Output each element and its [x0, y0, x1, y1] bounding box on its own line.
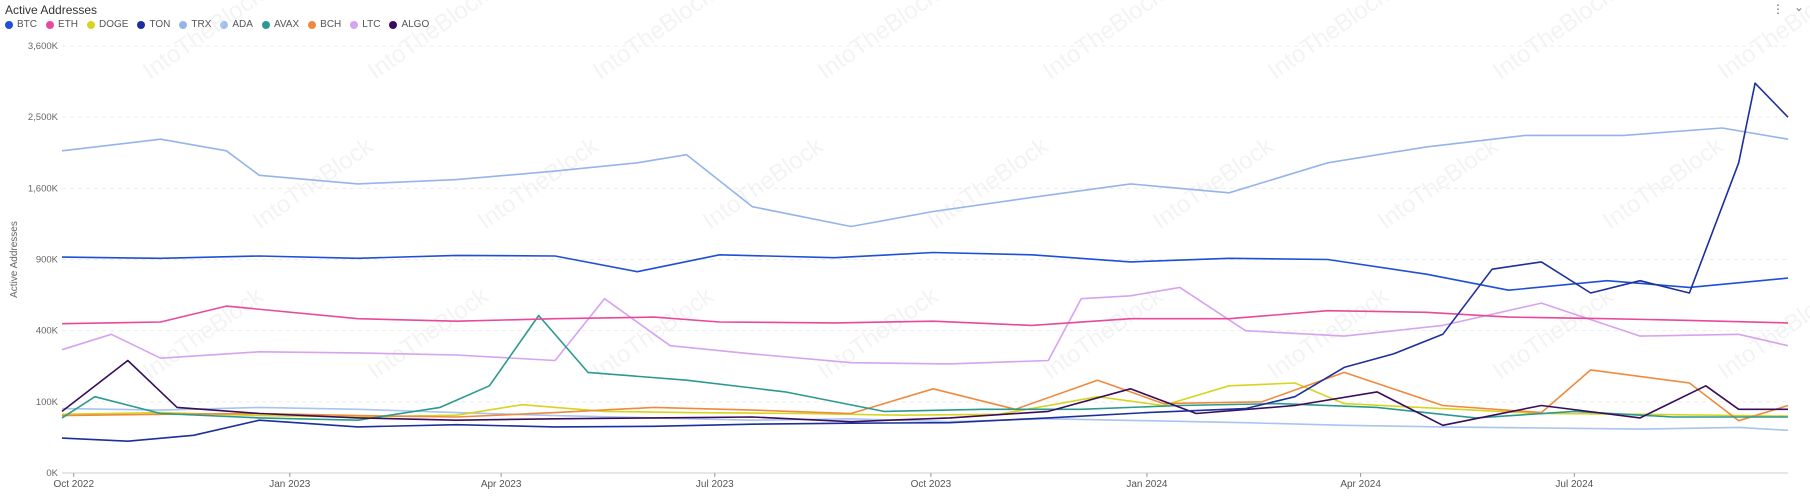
series-line-eth[interactable]	[61, 305, 1789, 327]
legend-swatch-icon	[350, 20, 359, 29]
legend-label: LTC	[362, 19, 381, 30]
watermark-text: IntoTheBlock	[1263, 0, 1394, 85]
watermark-text: IntoTheBlock	[813, 0, 944, 85]
legend-item-avax[interactable]: AVAX	[261, 19, 300, 30]
series-line-doge[interactable]	[61, 382, 1789, 418]
y-tick-label: 2,500K	[28, 112, 59, 123]
watermark-text: IntoTheBlock	[1598, 132, 1729, 235]
y-tick-label: 0K	[46, 468, 58, 479]
series-line-avax[interactable]	[61, 314, 1788, 421]
legend-swatch-icon	[389, 20, 398, 29]
series-line-ltc[interactable]	[61, 286, 1789, 365]
legend-item-eth[interactable]: ETH	[46, 19, 78, 30]
series-line-algo[interactable]	[61, 359, 1788, 427]
more-options-icon[interactable]: ⋮	[1772, 2, 1784, 16]
watermark-text: IntoTheBlock	[1488, 282, 1619, 385]
y-tick-label: 900K	[36, 255, 59, 266]
legend-swatch-icon	[87, 20, 95, 29]
legend-swatch-icon	[5, 20, 13, 29]
watermark-text: IntoTheBlock	[1038, 0, 1169, 85]
legend-item-ada[interactable]: ADA	[220, 19, 253, 30]
watermark-text: IntoTheBlock	[363, 282, 494, 385]
watermark-text: IntoTheBlock	[1713, 0, 1810, 85]
watermark-text: IntoTheBlock	[1713, 282, 1810, 385]
legend-label: TRX	[191, 19, 212, 30]
y-tick-label: 3,600K	[28, 41, 59, 52]
x-tick-label: Oct 2023	[911, 479, 952, 490]
legend-label: DOGE	[99, 19, 129, 30]
legend-item-doge[interactable]: DOGE	[87, 19, 128, 30]
legend-swatch-icon	[220, 20, 229, 29]
watermark-text: IntoTheBlock	[1488, 0, 1619, 85]
x-tick-label: Apr 2024	[1340, 479, 1381, 490]
legend-item-btc[interactable]: BTC	[5, 19, 37, 30]
legend-swatch-icon	[46, 20, 54, 29]
watermark-text: IntoTheBlock	[138, 0, 269, 85]
series-line-trx[interactable]	[61, 127, 1789, 228]
x-tick-label: Oct 2022	[53, 479, 94, 490]
legend-label: ETH	[58, 19, 78, 30]
legend-item-bch[interactable]: BCH	[308, 19, 341, 30]
legend-swatch-icon	[308, 20, 317, 29]
chart-title: Active Addresses	[5, 3, 98, 17]
watermark-text: IntoTheBlock	[1373, 132, 1504, 235]
y-tick-label: 400K	[36, 326, 59, 337]
legend-item-algo[interactable]: ALGO	[389, 19, 429, 30]
watermark-text: IntoTheBlock	[923, 132, 1054, 235]
y-axis-label: Active Addresses	[9, 221, 20, 298]
legend-label: TON	[149, 19, 171, 30]
y-tick-label: 100K	[36, 397, 59, 408]
series-line-btc[interactable]	[61, 251, 1789, 291]
watermark-text: IntoTheBlock	[138, 282, 269, 385]
legend-swatch-icon	[179, 20, 188, 29]
series-line-ton[interactable]	[61, 82, 1789, 442]
legend-item-ltc[interactable]: LTC	[350, 19, 380, 30]
watermark-layer: IntoTheBlock IntoTheBlock IntoTheBlock Into…	[138, 0, 1810, 385]
series-line-ada[interactable]	[61, 406, 1789, 432]
watermark-text: IntoTheBlock	[363, 0, 494, 85]
legend-label: ADA	[232, 19, 253, 30]
legend-item-trx[interactable]: TRX	[179, 19, 211, 30]
legend-label: BCH	[320, 19, 342, 30]
legend-swatch-icon	[137, 20, 146, 29]
x-tick-label: Jul 2023	[696, 479, 734, 490]
watermark-text: IntoTheBlock	[813, 282, 944, 385]
legend-swatch-icon	[261, 20, 270, 29]
x-tick-label: Jul 2024	[1555, 479, 1593, 490]
legend-label: BTC	[17, 19, 37, 30]
legend: BTC ETH DOGE TON TRX ADA AVAX BCH LTC ALGO	[5, 19, 438, 30]
x-tick-label: Jan 2023	[269, 479, 311, 490]
collapse-icon[interactable]: ⌄	[1793, 0, 1804, 14]
legend-item-ton[interactable]: TON	[137, 19, 170, 30]
x-tick-label: Jan 2024	[1126, 479, 1168, 490]
legend-label: AVAX	[273, 19, 300, 30]
watermark-text: IntoTheBlock	[588, 0, 719, 85]
y-tick-label: 1,600K	[28, 183, 59, 194]
watermark-text: IntoTheBlock	[473, 132, 604, 235]
legend-label: ALGO	[401, 19, 430, 30]
watermark-text: IntoTheBlock	[698, 132, 829, 235]
x-tick-label: Apr 2023	[481, 479, 522, 490]
